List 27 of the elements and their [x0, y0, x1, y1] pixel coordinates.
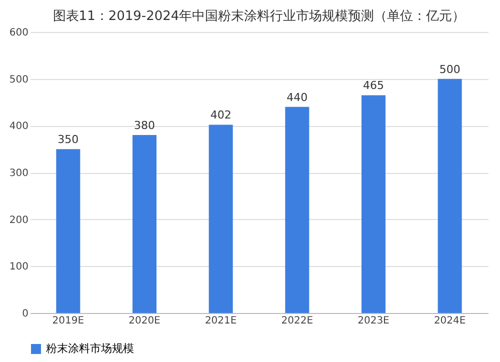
bar — [285, 106, 310, 313]
data-label: 350 — [58, 133, 79, 146]
data-label: 440 — [286, 90, 308, 104]
x-tick-label: 2023E — [358, 316, 390, 326]
y-tick-label: 200 — [9, 214, 28, 226]
data-label: 402 — [210, 108, 232, 122]
y-tick-label: 0 — [22, 308, 28, 320]
bar — [438, 78, 462, 313]
data-label: 465 — [363, 79, 384, 92]
bar — [208, 124, 233, 313]
y-tick-label: 500 — [9, 74, 28, 86]
x-tick-label: 2020E — [128, 316, 160, 326]
y-tick-label: 400 — [9, 121, 28, 132]
y-tick-label: 300 — [9, 168, 28, 179]
x-tick-label: 2019E — [52, 316, 84, 326]
legend-label: 粉末涂料市场规模 — [46, 342, 134, 355]
bar — [56, 149, 80, 313]
y-tick-label: 100 — [9, 262, 28, 273]
chart-title: 图表11：2019-2024年中国粉末涂料行业市场规模预测（单位：亿元） — [52, 9, 466, 24]
x-tick-label: 2022E — [281, 316, 314, 326]
data-label: 380 — [134, 119, 155, 132]
x-tick-label: 2021E — [204, 316, 237, 326]
x-tick-label: 2024E — [434, 316, 466, 326]
bar — [132, 135, 156, 313]
y-tick-label: 600 — [9, 28, 28, 38]
data-label: 500 — [439, 62, 460, 76]
bar — [362, 95, 386, 313]
